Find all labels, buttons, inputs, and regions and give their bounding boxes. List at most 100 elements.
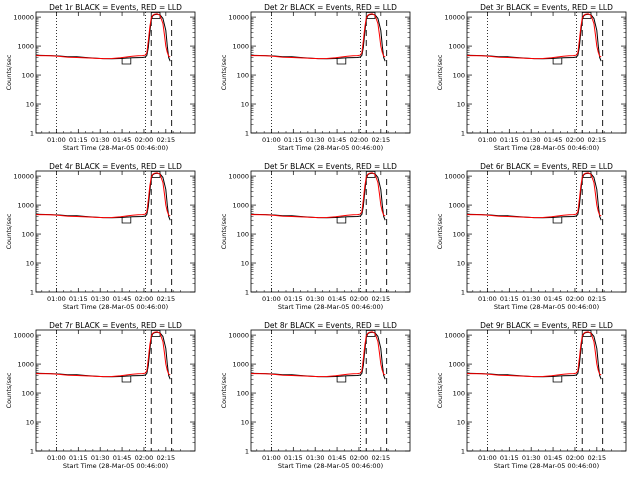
y-tick-label: 1000 <box>448 361 465 369</box>
chart-title: Det 6r BLACK = Events, RED = LLD <box>480 162 613 171</box>
lld-series-line <box>466 13 602 60</box>
x-tick-label: 01:45 <box>328 454 347 462</box>
plot-frame <box>35 170 196 293</box>
x-axis-label: Start Time (28-Mar-05 00:46:00) <box>278 144 383 152</box>
x-tick-label: 02:00 <box>350 136 369 144</box>
y-tick-label: 10000 <box>444 332 465 340</box>
x-tick-label: 02:15 <box>371 295 390 303</box>
y-tick-label: 10 <box>457 101 465 109</box>
plot-frame <box>250 329 411 452</box>
y-axis-label: Counts/sec <box>220 213 228 249</box>
y-tick-label: 10 <box>26 101 34 109</box>
events-notch-segment <box>336 216 347 224</box>
y-tick-label: 10000 <box>13 332 34 340</box>
x-tick-label: 01:00 <box>47 295 66 303</box>
y-axis-label: Counts/sec <box>220 54 228 90</box>
x-tick-label: 02:15 <box>156 295 175 303</box>
chart-title: Det 2r BLACK = Events, RED = LLD <box>264 3 397 12</box>
y-tick-label: 10 <box>457 260 465 268</box>
x-tick-label: 01:45 <box>113 454 132 462</box>
y-tick-label: 1 <box>461 448 465 456</box>
x-tick-label: 01:00 <box>262 136 281 144</box>
y-tick-label: 100 <box>22 231 34 239</box>
chart-panel: Det 3r BLACK = Events, RED = LLD 1 10 100 10… <box>436 3 627 152</box>
plot-frame <box>35 329 196 452</box>
plot-frame <box>250 11 411 134</box>
y-tick-label: 1 <box>245 130 249 138</box>
chart-panel: Det 1r BLACK = Events, RED = LLD 1 10 100 10… <box>5 3 196 152</box>
x-tick-label: 01:00 <box>262 454 281 462</box>
events-notch-segment <box>552 216 563 224</box>
y-tick-label: 1000 <box>232 43 249 51</box>
y-tick-label: 1000 <box>232 361 249 369</box>
lld-series-line <box>466 331 602 378</box>
plot-frame <box>466 329 627 452</box>
y-tick-label: 10000 <box>228 332 249 340</box>
events-notch-segment <box>336 375 347 383</box>
chart-title: Det 9r BLACK = Events, RED = LLD <box>480 321 613 330</box>
chart-panel: Det 2r BLACK = Events, RED = LLD 1 10 100 10… <box>220 3 411 152</box>
y-axis-label: Counts/sec <box>436 372 444 408</box>
y-axis-label: Counts/sec <box>436 213 444 249</box>
x-tick-label: 01:45 <box>328 136 347 144</box>
events-notch-segment <box>552 375 563 383</box>
y-tick-label: 100 <box>237 231 249 239</box>
plot-frame <box>250 170 411 293</box>
x-tick-label: 02:00 <box>350 454 369 462</box>
y-axis-label: Counts/sec <box>220 372 228 408</box>
y-axis-label: Counts/sec <box>436 54 444 90</box>
plot-frame <box>35 11 196 134</box>
chart-panel: Det 4r BLACK = Events, RED = LLD 1 10 100 10… <box>5 162 196 311</box>
x-tick-label: 01:45 <box>544 295 563 303</box>
x-tick-label: 01:30 <box>306 454 325 462</box>
events-series-line <box>466 172 602 221</box>
x-tick-label: 01:30 <box>522 295 541 303</box>
y-tick-label: 100 <box>453 390 465 398</box>
y-tick-label: 10000 <box>13 14 34 22</box>
y-axis-label: Counts/sec <box>5 372 13 408</box>
x-axis-label: Start Time (28-Mar-05 00:46:00) <box>494 462 599 470</box>
y-tick-label: 10000 <box>444 173 465 181</box>
lld-series-line <box>35 331 171 378</box>
x-tick-label: 01:30 <box>306 136 325 144</box>
chart-title: Det 8r BLACK = Events, RED = LLD <box>264 321 397 330</box>
x-tick-label: 01:00 <box>47 136 66 144</box>
x-tick-label: 01:15 <box>500 136 519 144</box>
x-axis-label: Start Time (28-Mar-05 00:46:00) <box>63 303 168 311</box>
x-tick-label: 02:15 <box>371 454 390 462</box>
x-tick-label: 01:15 <box>69 136 88 144</box>
x-tick-label: 01:30 <box>91 295 110 303</box>
x-tick-label: 02:15 <box>587 295 606 303</box>
y-axis-label: Counts/sec <box>5 54 13 90</box>
plot-frame <box>466 170 627 293</box>
plot-frame <box>466 11 627 134</box>
lld-series-line <box>250 172 386 219</box>
y-tick-label: 1000 <box>448 202 465 210</box>
chart-panel: Det 7r BLACK = Events, RED = LLD 1 10 100 10… <box>5 321 196 470</box>
events-series-line <box>35 172 171 221</box>
x-tick-label: 01:15 <box>69 295 88 303</box>
chart-panel: Det 8r BLACK = Events, RED = LLD 1 10 100 10… <box>220 321 411 470</box>
x-tick-label: 01:00 <box>478 454 497 462</box>
x-tick-label: 01:45 <box>328 295 347 303</box>
y-axis-label: Counts/sec <box>5 213 13 249</box>
y-tick-label: 1 <box>461 130 465 138</box>
x-tick-label: 02:15 <box>156 454 175 462</box>
y-tick-label: 1000 <box>448 43 465 51</box>
lld-series-line <box>466 172 602 219</box>
x-tick-label: 01:30 <box>91 454 110 462</box>
y-tick-label: 1 <box>461 289 465 297</box>
events-series-line <box>466 331 602 380</box>
chart-panel: Det 9r BLACK = Events, RED = LLD 1 10 100 10… <box>436 321 627 470</box>
x-axis-label: Start Time (28-Mar-05 00:46:00) <box>278 303 383 311</box>
x-tick-label: 01:00 <box>478 136 497 144</box>
x-tick-label: 01:30 <box>522 454 541 462</box>
y-tick-label: 1 <box>30 130 34 138</box>
x-tick-label: 01:15 <box>284 295 303 303</box>
y-tick-label: 10000 <box>13 173 34 181</box>
x-tick-label: 01:15 <box>284 136 303 144</box>
x-axis-label: Start Time (28-Mar-05 00:46:00) <box>494 303 599 311</box>
y-tick-label: 10 <box>241 260 249 268</box>
x-tick-label: 02:00 <box>135 295 154 303</box>
